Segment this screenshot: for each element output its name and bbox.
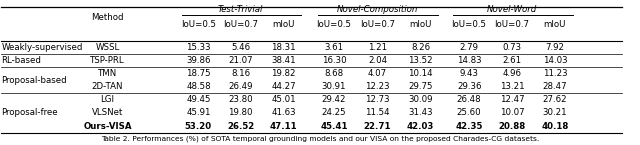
Text: 30.09: 30.09 [408,95,433,104]
Text: 48.58: 48.58 [186,82,211,91]
Text: 18.75: 18.75 [186,69,211,78]
Text: IoU=0.7: IoU=0.7 [223,20,258,29]
Text: 30.21: 30.21 [543,108,567,117]
Text: 41.63: 41.63 [271,108,296,117]
Text: mIoU: mIoU [272,20,295,29]
Text: 13.21: 13.21 [500,82,524,91]
Text: 29.42: 29.42 [322,95,346,104]
Text: IoU=0.7: IoU=0.7 [360,20,395,29]
Text: 24.25: 24.25 [322,108,346,117]
Text: 25.60: 25.60 [457,108,481,117]
Text: 42.03: 42.03 [407,122,434,131]
Text: Method: Method [92,12,124,22]
Text: 7.92: 7.92 [545,43,564,52]
Text: 28.47: 28.47 [543,82,567,91]
Text: 13.52: 13.52 [408,56,433,65]
Text: 14.83: 14.83 [457,56,481,65]
Text: 12.23: 12.23 [365,82,390,91]
Text: Weakly-supervised: Weakly-supervised [1,43,83,52]
Text: 22.71: 22.71 [364,122,391,131]
Text: Table 2. Performances (%) of SOTA temporal grounding models and our VISA on the : Table 2. Performances (%) of SOTA tempor… [101,136,539,142]
Text: 21.07: 21.07 [228,56,253,65]
Text: 29.75: 29.75 [408,82,433,91]
Text: 45.91: 45.91 [186,108,211,117]
Text: 20.88: 20.88 [499,122,525,131]
Text: RL-based: RL-based [1,56,41,65]
Text: 26.52: 26.52 [227,122,254,131]
Text: 5.46: 5.46 [231,43,250,52]
Text: 16.30: 16.30 [322,56,346,65]
Text: WSSL: WSSL [95,43,120,52]
Text: IoU=0.7: IoU=0.7 [495,20,529,29]
Text: VLSNet: VLSNet [92,108,124,117]
Text: Ours-VISA: Ours-VISA [83,122,132,131]
Text: 26.48: 26.48 [457,95,481,104]
Text: Proposal-based: Proposal-based [1,76,67,85]
Text: 42.35: 42.35 [456,122,483,131]
Text: 4.07: 4.07 [368,69,387,78]
Text: 11.23: 11.23 [543,69,567,78]
Text: Proposal-free: Proposal-free [1,108,58,117]
Text: 0.73: 0.73 [502,43,522,52]
Text: 4.96: 4.96 [502,69,522,78]
Text: 9.43: 9.43 [460,69,479,78]
Text: 10.07: 10.07 [500,108,524,117]
Text: 29.36: 29.36 [457,82,481,91]
Text: 8.16: 8.16 [231,69,250,78]
Text: TSP-PRL: TSP-PRL [90,56,125,65]
Text: 10.14: 10.14 [408,69,433,78]
Text: 3.61: 3.61 [324,43,344,52]
Text: IoU=0.5: IoU=0.5 [452,20,486,29]
Text: 23.80: 23.80 [228,95,253,104]
Text: 12.47: 12.47 [500,95,524,104]
Text: 1.21: 1.21 [368,43,387,52]
Text: IoU=0.5: IoU=0.5 [181,20,216,29]
Text: Novel-Composition: Novel-Composition [337,5,419,14]
Text: 2.79: 2.79 [460,43,479,52]
Text: 53.20: 53.20 [185,122,212,131]
Text: mIoU: mIoU [543,20,566,29]
Text: 14.03: 14.03 [543,56,567,65]
Text: 30.91: 30.91 [322,82,346,91]
Text: 45.01: 45.01 [271,95,296,104]
Text: 19.82: 19.82 [271,69,296,78]
Text: 8.68: 8.68 [324,69,344,78]
Text: IoU=0.5: IoU=0.5 [317,20,351,29]
Text: 2.04: 2.04 [368,56,387,65]
Text: TMN: TMN [98,69,117,78]
Text: LGI: LGI [100,95,115,104]
Text: 12.73: 12.73 [365,95,390,104]
Text: 8.26: 8.26 [411,43,430,52]
Text: Novel-Word: Novel-Word [487,5,537,14]
Text: 18.31: 18.31 [271,43,296,52]
Text: 27.62: 27.62 [543,95,567,104]
Text: 15.33: 15.33 [186,43,211,52]
Text: 19.80: 19.80 [228,108,253,117]
Text: 44.27: 44.27 [271,82,296,91]
Text: 40.18: 40.18 [541,122,568,131]
Text: 49.45: 49.45 [186,95,211,104]
Text: 47.11: 47.11 [269,122,298,131]
Text: 11.54: 11.54 [365,108,390,117]
Text: Test-Trivial: Test-Trivial [218,5,263,14]
Text: 26.49: 26.49 [228,82,253,91]
Text: 2D-TAN: 2D-TAN [92,82,124,91]
Text: 45.41: 45.41 [321,122,348,131]
Text: 38.41: 38.41 [271,56,296,65]
Text: 2.61: 2.61 [502,56,522,65]
Text: 39.86: 39.86 [186,56,211,65]
Text: 31.43: 31.43 [408,108,433,117]
Text: mIoU: mIoU [409,20,432,29]
